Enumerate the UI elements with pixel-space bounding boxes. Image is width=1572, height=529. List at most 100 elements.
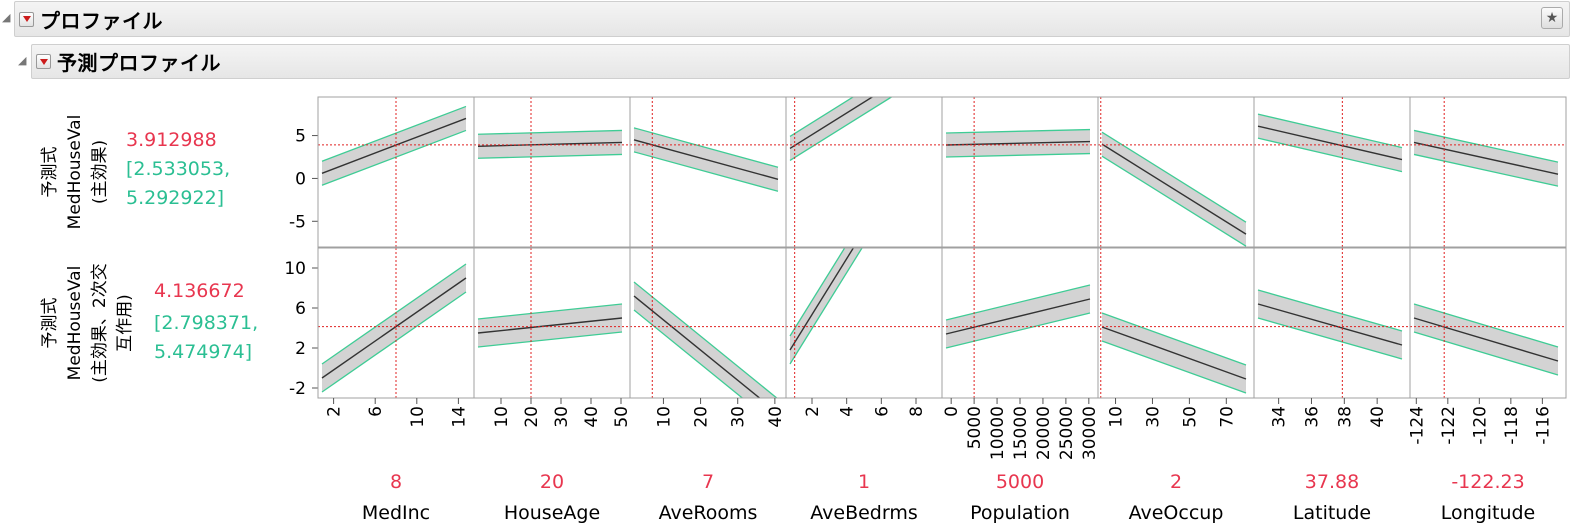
profile-cell[interactable] [630,97,786,247]
band-lower-edge [633,151,779,192]
y-tick-label: 2 [295,339,306,359]
profile-cell[interactable] [474,248,630,398]
profile-cell[interactable] [630,248,786,427]
x-tick-label: 30 [552,406,572,428]
profile-cell[interactable] [1254,248,1410,398]
disclosure-triangle-icon[interactable]: ◢ [18,54,27,67]
response-label: 予測式 [40,147,60,198]
x-tick-label: 4 [838,406,858,417]
prediction-profiler-header: 予測プロファイル [31,44,1570,79]
profile-cell[interactable] [1098,97,1254,247]
y-tick-label: -5 [289,212,306,232]
factor-name: HouseAge [504,502,600,524]
x-tick-label: 50 [612,406,632,428]
cell-frame [941,96,1099,248]
predicted-value: 4.136672 [154,280,245,302]
x-tick-label: -116 [1533,406,1553,445]
band-upper-edge [633,127,779,168]
outline-title: プロファイル [40,8,163,33]
y-tick-label: 10 [284,259,306,279]
band-lower-edge [633,309,744,398]
x-tick-label: 10 [492,406,512,428]
x-tick-label: 30 [729,406,749,428]
prediction-trace [945,298,1091,335]
red-triangle-menu-icon[interactable] [36,54,51,69]
prediction-trace [1257,125,1403,161]
factor-name: MedInc [362,502,430,524]
profile-cell[interactable] [942,97,1098,247]
factor-current-value[interactable]: -122.23 [1451,471,1524,493]
band-upper-edge [1413,303,1559,348]
factor-current-value[interactable]: 37.88 [1305,471,1359,493]
factor-name: AveRooms [659,502,758,524]
band-upper-edge [321,105,467,162]
pin-star-icon[interactable]: ★ [1541,7,1563,29]
y-tick-label: 5 [295,127,306,147]
y-tick-label: 6 [295,299,306,319]
band-lower-edge [321,129,467,186]
profile-cell[interactable] [474,97,630,247]
prediction-trace [321,277,467,379]
x-tick-label: 25000 [1057,406,1077,460]
band-upper-edge [1101,312,1247,366]
factor-current-value[interactable]: 7 [702,471,714,493]
profile-cell[interactable] [942,248,1098,398]
x-tick-label: 14 [449,406,469,428]
factor-name: Population [970,502,1070,524]
x-tick-label: 38 [1335,406,1355,428]
x-tick-label: 40 [582,406,602,428]
factor-current-value[interactable]: 8 [390,471,402,493]
x-tick-label: 10 [1107,406,1127,428]
band-lower-edge [1257,317,1403,360]
profile-cell[interactable] [786,104,942,398]
y-tick-label: -2 [289,379,306,399]
band-upper-edge [1101,131,1247,223]
confidence-interval: 5.292922] [126,187,224,209]
band-upper-edge [1413,129,1559,163]
red-triangle-menu-icon[interactable] [19,11,34,27]
band-upper-edge [633,281,778,398]
factor-name: Longitude [1441,502,1536,524]
band-upper-edge [789,97,855,137]
prediction-trace [477,317,623,334]
x-tick-label: 20 [692,406,712,428]
x-tick-label: 30 [1143,406,1163,428]
x-tick-label: 2 [325,406,345,417]
x-tick-label: 20000 [1034,406,1054,460]
disclosure-triangle-icon[interactable]: ◢ [2,11,11,24]
profile-cell[interactable] [1098,248,1254,398]
prediction-trace [321,117,467,174]
factor-current-value[interactable]: 1 [858,471,870,493]
factor-current-value[interactable]: 20 [540,471,564,493]
x-tick-label: 8 [907,406,927,417]
band-lower-edge [1101,155,1247,247]
profile-cell[interactable] [1254,97,1410,247]
x-tick-label: 15000 [1011,406,1031,460]
factor-current-value[interactable]: 2 [1170,471,1182,493]
band-lower-edge [945,152,1091,158]
prediction-trace [477,141,623,147]
profile-cell[interactable] [318,248,474,398]
band-upper-edge [1257,289,1403,332]
profile-cell[interactable] [318,97,474,247]
prediction-profiler-title: 予測プロファイル [57,51,221,75]
profile-cell[interactable] [1410,97,1566,247]
profile-cell[interactable] [786,46,942,247]
band-lower-edge [789,97,893,161]
x-tick-label: 0 [942,406,962,417]
factor-current-value[interactable]: 5000 [996,471,1044,493]
band-upper-edge [945,128,1091,134]
confidence-interval: 5.474974] [154,341,252,363]
band-upper-edge [321,263,467,365]
band-lower-edge [945,312,1091,349]
response-label: MedHouseVal [65,266,85,381]
prediction-trace [789,97,874,150]
x-tick-label: 6 [366,406,386,417]
x-tick-label: 70 [1217,406,1237,428]
band-upper-edge [477,129,623,135]
cell-frame [1409,247,1567,399]
x-tick-label: -122 [1439,406,1459,445]
x-tick-label: 40 [1368,406,1388,428]
profile-cell[interactable] [1410,248,1566,398]
